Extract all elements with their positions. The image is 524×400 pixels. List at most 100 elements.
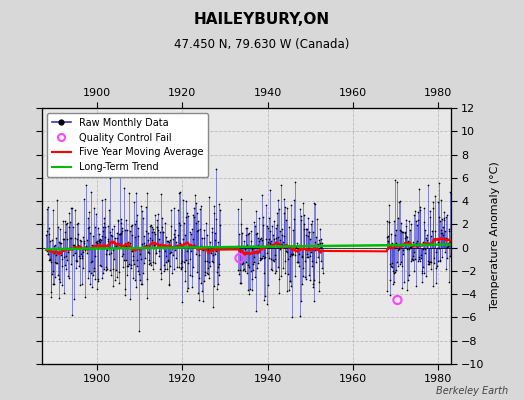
Point	[142, 204, 150, 210]
Point	[245, 264, 253, 270]
Point	[311, 201, 319, 208]
Point	[303, 233, 312, 240]
Point	[63, 257, 72, 263]
Point	[399, 228, 408, 235]
Point	[139, 244, 147, 250]
Point	[59, 236, 68, 242]
Point	[195, 251, 204, 258]
Point	[438, 254, 446, 260]
Point	[250, 259, 259, 266]
Point	[244, 287, 252, 294]
Point	[286, 278, 294, 284]
Point	[412, 282, 420, 289]
Point	[91, 253, 99, 259]
Point	[392, 266, 400, 273]
Point	[53, 272, 62, 278]
Point	[193, 227, 202, 233]
Point	[199, 247, 208, 253]
Point	[104, 244, 113, 250]
Point	[189, 212, 197, 218]
Point	[311, 239, 319, 246]
Point	[96, 237, 105, 243]
Point	[445, 225, 453, 232]
Point	[176, 188, 184, 195]
Point	[133, 262, 141, 269]
Point	[259, 255, 268, 261]
Point	[303, 226, 311, 233]
Point	[279, 232, 288, 239]
Point	[444, 240, 452, 246]
Point	[273, 210, 281, 216]
Point	[105, 251, 114, 258]
Point	[302, 226, 310, 232]
Point	[421, 246, 429, 252]
Point	[282, 288, 291, 294]
Point	[69, 252, 78, 258]
Point	[140, 243, 149, 249]
Point	[310, 277, 318, 284]
Point	[296, 206, 304, 212]
Point	[91, 224, 100, 230]
Point	[308, 262, 316, 269]
Point	[204, 247, 212, 254]
Point	[96, 262, 104, 268]
Point	[426, 259, 434, 266]
Point	[81, 294, 90, 300]
Point	[132, 218, 140, 224]
Point	[160, 220, 169, 226]
Point	[85, 280, 94, 287]
Point	[418, 268, 426, 274]
Point	[429, 198, 438, 205]
Point	[95, 238, 104, 244]
Point	[399, 246, 407, 253]
Point	[437, 230, 445, 236]
Point	[162, 234, 170, 240]
Point	[43, 250, 52, 257]
Point	[414, 208, 422, 215]
Point	[416, 204, 424, 210]
Point	[46, 256, 54, 263]
Point	[60, 254, 69, 261]
Point	[269, 236, 278, 242]
Point	[254, 260, 262, 266]
Point	[48, 236, 57, 243]
Point	[55, 295, 63, 301]
Point	[244, 230, 252, 237]
Point	[113, 235, 122, 242]
Point	[269, 232, 277, 238]
Point	[134, 225, 142, 231]
Point	[145, 260, 153, 267]
Point	[99, 228, 107, 234]
Point	[73, 258, 82, 264]
Point	[236, 221, 245, 227]
Point	[198, 235, 206, 241]
Point	[134, 268, 143, 274]
Point	[138, 215, 147, 221]
Point	[169, 266, 178, 272]
Point	[42, 248, 51, 254]
Point	[439, 224, 447, 230]
Point	[439, 217, 447, 224]
Point	[433, 263, 441, 270]
Point	[285, 287, 293, 293]
Point	[285, 242, 293, 249]
Point	[241, 246, 249, 252]
Point	[195, 226, 204, 232]
Point	[242, 232, 250, 238]
Point	[181, 278, 190, 285]
Point	[239, 266, 247, 273]
Point	[436, 227, 445, 233]
Point	[106, 228, 114, 235]
Point	[99, 224, 107, 231]
Point	[416, 207, 424, 214]
Point	[69, 223, 77, 230]
Point	[238, 260, 247, 266]
Point	[402, 233, 410, 239]
Point	[68, 204, 77, 211]
Point	[190, 242, 198, 248]
Point	[180, 268, 189, 274]
Point	[101, 234, 109, 240]
Point	[139, 233, 148, 239]
Point	[200, 227, 208, 234]
Point	[161, 253, 170, 259]
